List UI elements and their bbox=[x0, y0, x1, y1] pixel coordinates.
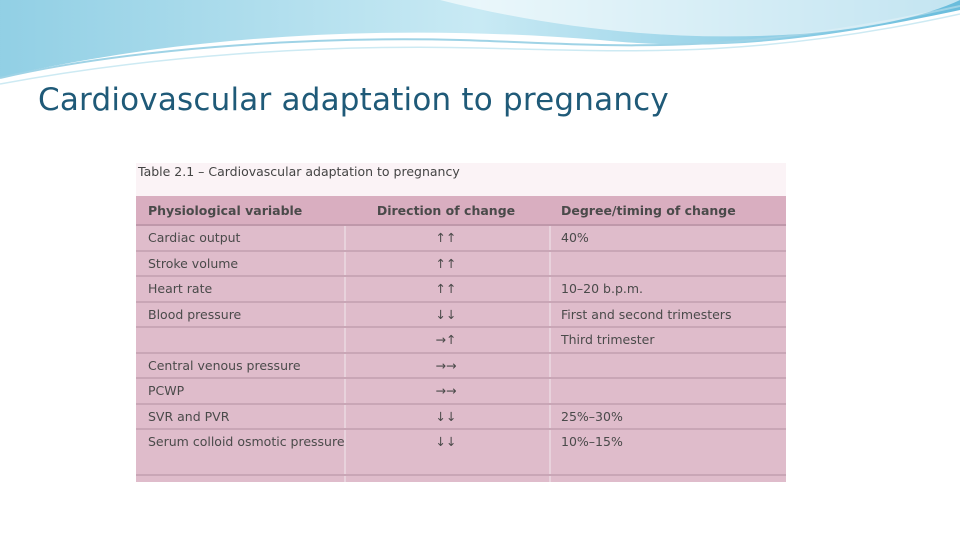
header-cell: Direction of change bbox=[376, 203, 516, 218]
table-cell: Serum colloid osmotic pressure bbox=[148, 434, 345, 449]
table-cell: Blood pressure bbox=[148, 306, 242, 322]
table-caption: Table 2.1 – Cardiovascular adaptation to… bbox=[138, 164, 460, 179]
table-image: Table 2.1 – Cardiovascular adaptation to… bbox=[136, 163, 786, 482]
table: Physiological variable Direction of chang… bbox=[136, 196, 786, 482]
table-cell: ↓↓ bbox=[435, 306, 457, 322]
table-cell: Stroke volume bbox=[148, 255, 239, 271]
table-cell: ↓↓ bbox=[435, 434, 457, 449]
table-cell: →→ bbox=[435, 357, 457, 373]
table-row: Serum colloid osmotic pressure ↓↓ 10%–15% bbox=[136, 430, 786, 476]
header-waves bbox=[0, 0, 960, 85]
table-cell: SVR and PVR bbox=[148, 408, 230, 424]
table-cell: 10%–15% bbox=[561, 434, 623, 449]
table-cell: Heart rate bbox=[148, 281, 213, 296]
table-row: Heart rate ↑↑ 10–20 b.p.m. bbox=[136, 277, 786, 303]
table-row: Blood pressure ↓↓ First and second trimest… bbox=[136, 303, 786, 328]
header-cell: Physiological variable bbox=[148, 203, 303, 218]
table-row: Central venous pressure →→ bbox=[136, 354, 786, 379]
table-row: PCWP →→ bbox=[136, 379, 786, 405]
table-row: Cardiac output ↑↑ 40% bbox=[136, 226, 786, 252]
table-cell: 25%–30% bbox=[561, 408, 623, 424]
table-cell: ↑↑ bbox=[435, 230, 457, 245]
table-cell: Central venous pressure bbox=[148, 357, 301, 373]
table-cell: PCWP bbox=[148, 383, 185, 398]
table-cell: ↓↓ bbox=[435, 408, 457, 424]
header-row: Physiological variable Direction of chang… bbox=[136, 196, 786, 226]
table-cell: ↑↑ bbox=[435, 255, 457, 271]
table-cell: →→ bbox=[435, 383, 457, 398]
column-divider bbox=[344, 196, 346, 482]
table-row: →↑ Third trimester bbox=[136, 328, 786, 354]
table-cell: 40% bbox=[561, 230, 589, 245]
table-cell: Third trimester bbox=[561, 332, 655, 347]
header-cell: Degree/timing of change bbox=[561, 203, 736, 218]
table-cell: →↑ bbox=[435, 332, 457, 347]
table-row: Stroke volume ↑↑ bbox=[136, 252, 786, 277]
table-row: SVR and PVR ↓↓ 25%–30% bbox=[136, 405, 786, 430]
table-cell: ↑↑ bbox=[435, 281, 457, 296]
slide-title: Cardiovascular adaptation to pregnancy bbox=[38, 82, 669, 118]
column-divider bbox=[549, 196, 551, 482]
table-cell: Cardiac output bbox=[148, 230, 241, 245]
table-cell: First and second trimesters bbox=[561, 306, 732, 322]
table-cell: 10–20 b.p.m. bbox=[561, 281, 644, 296]
